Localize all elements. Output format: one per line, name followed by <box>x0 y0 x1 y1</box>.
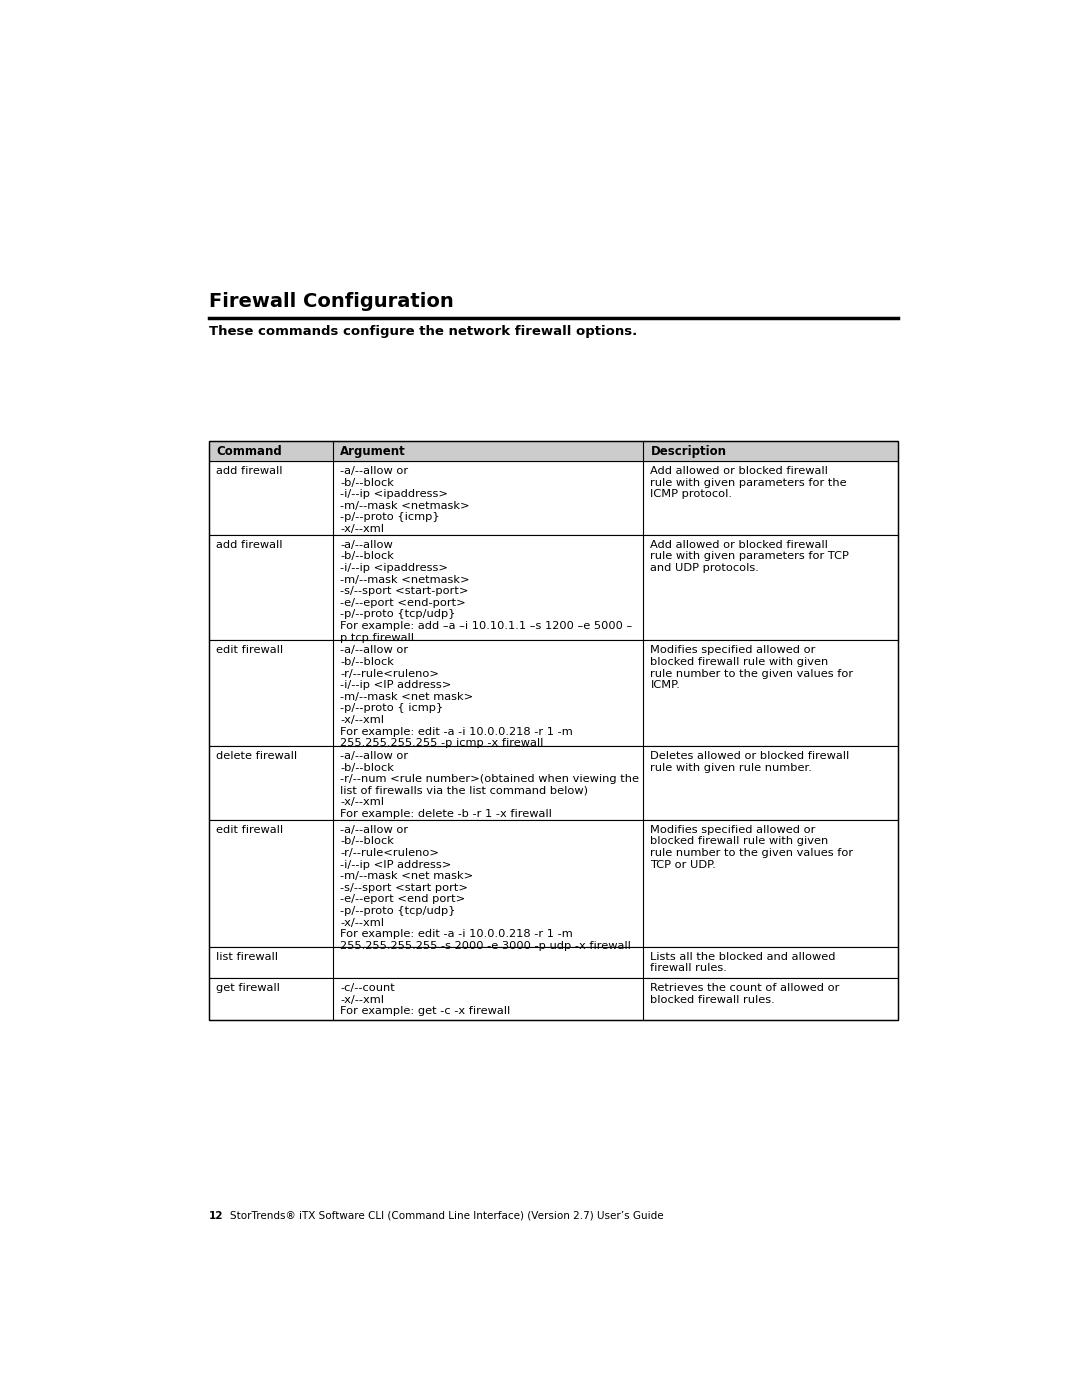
Text: Description: Description <box>650 444 727 457</box>
Text: Deletes allowed or blocked firewall
rule with given rule number.: Deletes allowed or blocked firewall rule… <box>650 752 850 773</box>
Bar <box>208 640 899 746</box>
Bar <box>208 746 899 820</box>
Text: -a/--allow or
-b/--block
-r/--rule<ruleno>
-i/--ip <IP address>
-m/--mask <net m: -a/--allow or -b/--block -r/--rule<rulen… <box>340 824 631 951</box>
Text: -a/--allow or
-b/--block
-r/--rule<ruleno>
-i/--ip <IP address>
-m/--mask <net m: -a/--allow or -b/--block -r/--rule<rulen… <box>340 645 573 749</box>
Bar <box>208 978 899 1020</box>
Text: get firewall: get firewall <box>216 983 280 993</box>
Bar <box>208 461 899 535</box>
Text: edit firewall: edit firewall <box>216 824 283 835</box>
Text: Modifies specified allowed or
blocked firewall rule with given
rule number to th: Modifies specified allowed or blocked fi… <box>650 645 853 690</box>
Text: -c/--count
-x/--xml
For example: get -c -x firewall: -c/--count -x/--xml For example: get -c … <box>340 983 511 1016</box>
Bar <box>208 535 899 640</box>
Text: -a/--allow
-b/--block
-i/--ip <ipaddress>
-m/--mask <netmask>
-s/--sport <start-: -a/--allow -b/--block -i/--ip <ipaddress… <box>340 539 633 643</box>
Text: Add allowed or blocked firewall
rule with given parameters for the
ICMP protocol: Add allowed or blocked firewall rule wit… <box>650 467 847 499</box>
Text: edit firewall: edit firewall <box>216 645 283 655</box>
Text: -a/--allow or
-b/--block
-r/--num <rule number>(obtained when viewing the
list o: -a/--allow or -b/--block -r/--num <rule … <box>340 752 639 819</box>
Text: Retrieves the count of allowed or
blocked firewall rules.: Retrieves the count of allowed or blocke… <box>650 983 840 1004</box>
Text: StorTrends® iTX Software CLI (Command Line Interface) (Version 2.7) User’s Guide: StorTrends® iTX Software CLI (Command Li… <box>230 1211 664 1221</box>
Text: add firewall: add firewall <box>216 467 283 476</box>
Bar <box>208 820 899 947</box>
Text: Add allowed or blocked firewall
rule with given parameters for TCP
and UDP proto: Add allowed or blocked firewall rule wit… <box>650 539 849 573</box>
Text: Firewall Configuration: Firewall Configuration <box>208 292 454 312</box>
Text: Lists all the blocked and allowed
firewall rules.: Lists all the blocked and allowed firewa… <box>650 951 836 974</box>
Text: Argument: Argument <box>340 444 406 457</box>
Bar <box>208 441 899 461</box>
Text: add firewall: add firewall <box>216 539 283 550</box>
Text: Command: Command <box>216 444 282 457</box>
Bar <box>208 441 899 1020</box>
Text: 12: 12 <box>208 1211 224 1221</box>
Text: These commands configure the network firewall options.: These commands configure the network fir… <box>208 326 637 338</box>
Text: Modifies specified allowed or
blocked firewall rule with given
rule number to th: Modifies specified allowed or blocked fi… <box>650 824 853 870</box>
Text: list firewall: list firewall <box>216 951 279 961</box>
Text: -a/--allow or
-b/--block
-i/--ip <ipaddress>
-m/--mask <netmask>
-p/--proto {icm: -a/--allow or -b/--block -i/--ip <ipaddr… <box>340 467 470 534</box>
Bar <box>208 947 899 978</box>
Text: delete firewall: delete firewall <box>216 752 297 761</box>
